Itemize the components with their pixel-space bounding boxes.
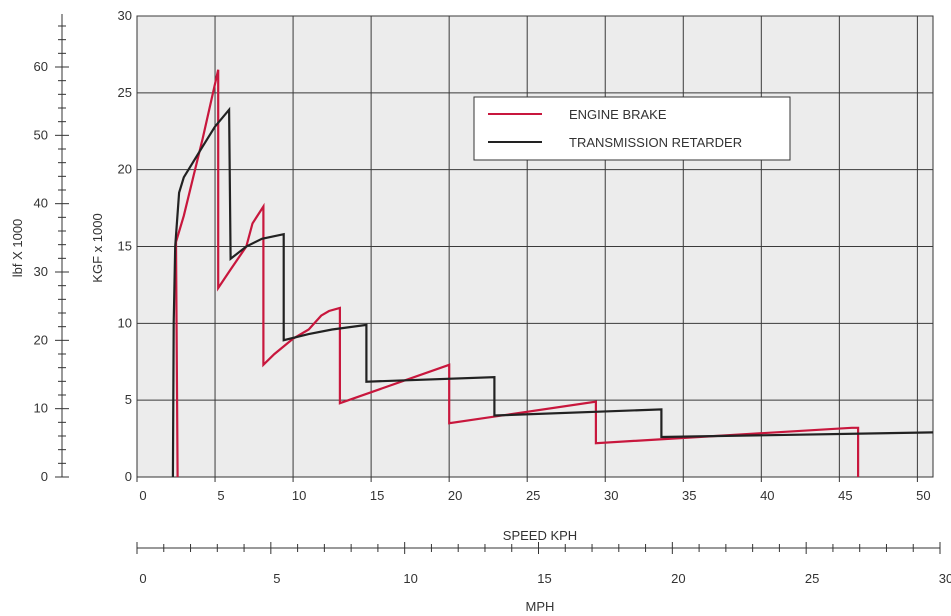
y2-tick-label: 40 bbox=[34, 196, 48, 211]
y2-axis-title: lbf X 1000 bbox=[10, 219, 25, 278]
y2-tick-label: 20 bbox=[34, 332, 48, 347]
series-line-engine-brake bbox=[174, 69, 860, 478]
x2-tick-label: 0 bbox=[139, 571, 146, 586]
x-tick-label: 10 bbox=[292, 488, 306, 503]
y-tick-label: 25 bbox=[118, 85, 132, 100]
y-tick-label: 20 bbox=[118, 162, 132, 177]
x2-tick-label: 10 bbox=[403, 571, 417, 586]
x-tick-label: 0 bbox=[139, 488, 146, 503]
x-tick-label: 25 bbox=[526, 488, 540, 503]
x2-tick-label: 25 bbox=[805, 571, 819, 586]
legend-label-transmission-retarder: TRANSMISSION RETARDER bbox=[569, 135, 742, 150]
x2-tick-label: 5 bbox=[273, 571, 280, 586]
y-tick-label: 10 bbox=[118, 315, 132, 330]
y2-tick-label: 0 bbox=[41, 469, 48, 484]
legend: ENGINE BRAKE TRANSMISSION RETARDER bbox=[473, 96, 791, 161]
x-tick-label: 40 bbox=[760, 488, 774, 503]
x-axis-title: SPEED KPH bbox=[503, 528, 577, 543]
x-tick-label: 35 bbox=[682, 488, 696, 503]
x-tick-label: 5 bbox=[217, 488, 224, 503]
x-tick-label: 30 bbox=[604, 488, 618, 503]
series-line-transmission-retarder bbox=[171, 106, 934, 478]
y2-tick-label: 50 bbox=[34, 127, 48, 142]
x2-tick-label: 30 bbox=[939, 571, 951, 586]
x2-tick-label: 15 bbox=[537, 571, 551, 586]
grid bbox=[137, 15, 933, 477]
y2-tick-label: 60 bbox=[34, 59, 48, 74]
x-tick-label: 15 bbox=[370, 488, 384, 503]
x-tick-label: 20 bbox=[448, 488, 462, 503]
legend-label-engine-brake: ENGINE BRAKE bbox=[569, 107, 667, 122]
legend-box bbox=[473, 96, 791, 161]
y-tick-label: 30 bbox=[118, 8, 132, 23]
y-tick-label: 5 bbox=[125, 392, 132, 407]
x2-tick-label: 20 bbox=[671, 571, 685, 586]
x2-axis-title: MPH bbox=[526, 599, 555, 614]
y-tick-label: 15 bbox=[118, 239, 132, 254]
y2-tick-label: 30 bbox=[34, 264, 48, 279]
x-tick-label: 50 bbox=[916, 488, 930, 503]
y-axis-title: KGF x 1000 bbox=[90, 213, 105, 282]
series-layer bbox=[171, 69, 934, 478]
y-tick-label: 0 bbox=[125, 469, 132, 484]
x-tick-label: 45 bbox=[838, 488, 852, 503]
y2-tick-label: 10 bbox=[34, 401, 48, 416]
